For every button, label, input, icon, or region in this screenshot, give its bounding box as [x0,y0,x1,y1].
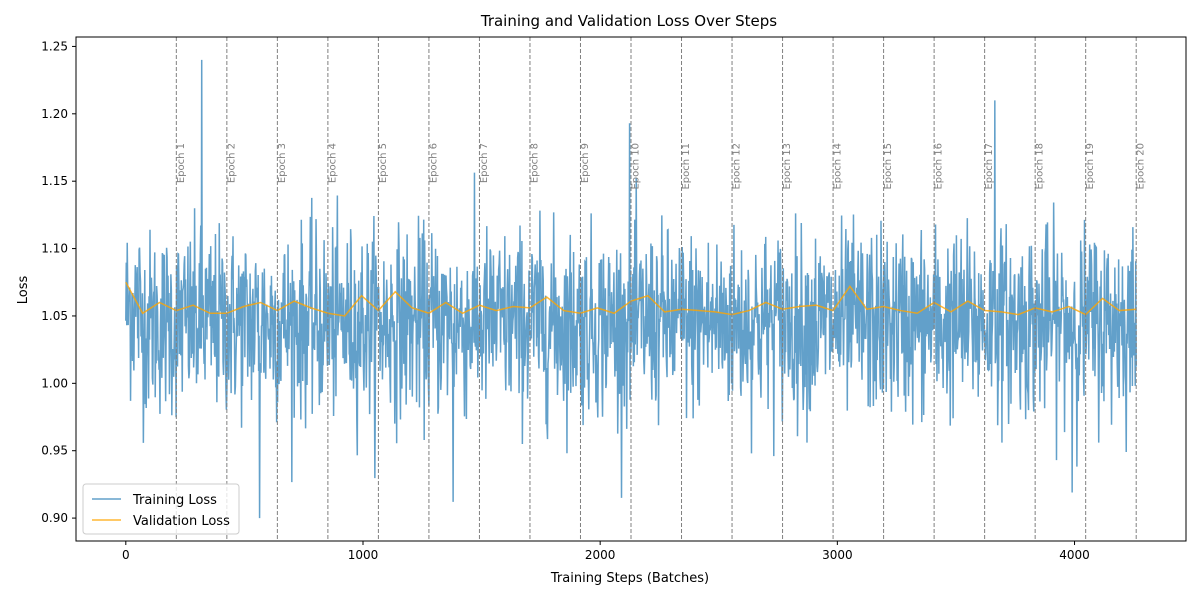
x-tick-label: 2000 [585,548,616,562]
x-tick-label: 0 [122,548,130,562]
legend-label: Training Loss [132,493,217,508]
epoch-marker-label: Epoch 4 [327,143,338,183]
epoch-marker-label: Epoch 19 [1085,143,1096,190]
plot-area [126,37,1137,541]
epoch-marker-label: Epoch 15 [883,143,894,190]
y-tick-label: 1.00 [41,376,68,390]
epoch-marker-label: Epoch 12 [732,143,743,190]
epoch-marker-label: Epoch 11 [681,143,692,190]
epoch-marker-label: Epoch 10 [631,143,642,190]
epoch-marker-label: Epoch 20 [1136,143,1147,190]
epoch-marker-label: Epoch 14 [833,143,844,190]
y-tick-label: 0.95 [41,444,68,458]
epoch-marker-label: Epoch 3 [277,143,288,183]
x-tick-label: 1000 [348,548,379,562]
epoch-marker-label: Epoch 7 [479,143,490,183]
y-tick-label: 1.05 [41,309,68,323]
y-tick-label: 0.90 [41,511,68,525]
x-tick-label: 3000 [822,548,853,562]
epoch-marker-label: Epoch 2 [226,143,237,183]
y-tick-label: 1.10 [41,242,68,256]
epoch-marker-label: Epoch 16 [934,143,945,190]
epoch-marker-label: Epoch 8 [529,143,540,183]
epoch-marker-label: Epoch 13 [782,143,793,190]
legend-label: Validation Loss [133,514,230,529]
x-tick-label: 4000 [1059,548,1090,562]
y-tick-label: 1.20 [41,107,68,121]
epoch-marker-label: Epoch 18 [1035,143,1046,190]
epoch-marker-label: Epoch 9 [580,143,591,183]
epoch-marker-label: Epoch 5 [378,143,389,183]
y-tick-label: 1.15 [41,174,68,188]
y-tick-label: 1.25 [41,39,68,53]
epoch-marker-label: Epoch 1 [176,143,187,183]
x-axis-label: Training Steps (Batches) [550,571,709,586]
legend: Training Loss Validation Loss [83,484,239,534]
chart-title: Training and Validation Loss Over Steps [480,12,777,30]
epoch-marker-label: Epoch 17 [984,143,995,190]
y-axis-label: Loss [16,276,31,305]
epoch-marker-label: Epoch 6 [428,143,439,183]
